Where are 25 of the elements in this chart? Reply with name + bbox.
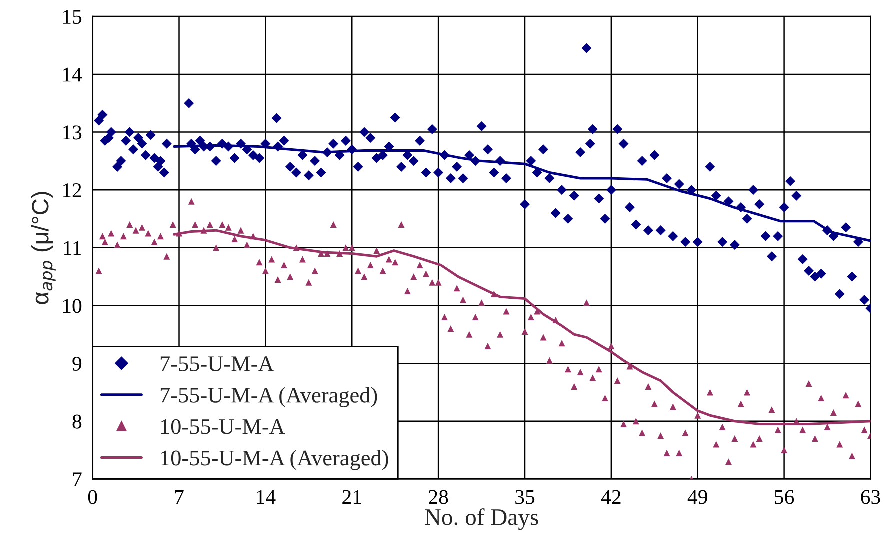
x-tick-label: 56 — [775, 490, 794, 504]
x-tick-label: 14 — [257, 490, 276, 504]
x-tick-label: 28 — [429, 490, 448, 504]
y-tick-label: 10 — [63, 299, 82, 314]
y-tick-label: 9 — [72, 356, 82, 371]
x-tick-label: 42 — [601, 490, 621, 504]
x-tick-label: 7 — [175, 490, 184, 504]
legend-label: 10-55-U-M-A (Averaged) — [161, 450, 388, 470]
y-tick-label: 14 — [63, 68, 82, 82]
x-axis-title: No. of Days — [425, 508, 538, 530]
legend-label: 10-55-U-M-A — [161, 419, 286, 434]
x-tick-label: 35 — [516, 490, 535, 504]
legend-label: 7-55-U-M-A (Averaged) — [160, 387, 378, 408]
y-axis-title: α$_{app}$ (μ/°C) — [31, 192, 56, 304]
x-tick-label: 49 — [688, 490, 708, 504]
y-tick-label: 13 — [63, 126, 82, 140]
y-tick-label: 11 — [64, 241, 82, 256]
x-tick-label: 63 — [861, 490, 880, 504]
y-tick-label: 7 — [73, 472, 82, 486]
x-tick-label: 21 — [342, 490, 362, 504]
y-tick-label: 8 — [72, 414, 82, 429]
y-tick-label: 12 — [63, 184, 82, 198]
legend-label: 7-55-U-M-A — [160, 356, 274, 372]
y-tick-label: 15 — [63, 10, 82, 24]
x-tick-label: 0 — [88, 490, 98, 504]
